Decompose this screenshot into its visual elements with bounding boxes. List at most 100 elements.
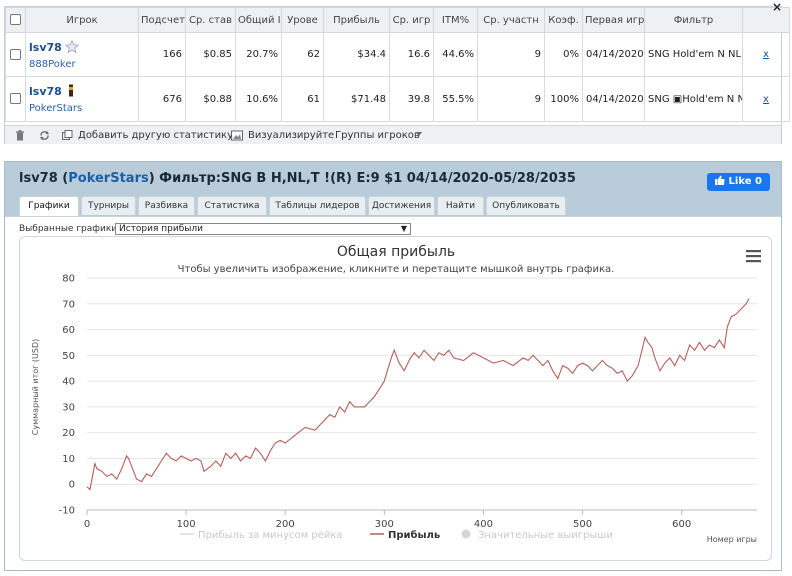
y-tick-label: 70	[62, 299, 75, 310]
row-checkbox[interactable]	[5, 32, 26, 77]
col-avg-stake[interactable]: Ср. став	[185, 7, 236, 33]
tab-leaderboards[interactable]: Таблицы лидеров	[269, 196, 366, 215]
tab-tournaments[interactable]: Турниры	[81, 196, 136, 215]
site-name-link[interactable]: 888Poker	[29, 58, 76, 70]
profit-chart[interactable]: Общая прибыль Чтобы увеличить изображени…	[19, 236, 772, 561]
title-filter: ) Фильтр:SNG B H,NL,T !(R) E:9 $1 04/14/…	[148, 171, 576, 186]
col-level[interactable]: Урове	[281, 7, 324, 33]
chevron-down-icon: ▼	[400, 224, 407, 233]
close-icon[interactable]: ×	[772, 0, 783, 14]
x-tick-label: 100	[177, 519, 196, 530]
player-name-link[interactable]: lsv78	[29, 85, 62, 98]
y-axis-label: Суммарный итог (USD)	[31, 339, 40, 436]
col-filter[interactable]: Фильтр	[644, 7, 743, 33]
pokerstars-icon	[65, 84, 77, 100]
y-tick-label: 20	[62, 428, 75, 439]
title-site-link[interactable]: PokerStars	[68, 171, 149, 186]
tab-statistics[interactable]: Статистика	[197, 196, 267, 215]
ratio-cell: 0%	[544, 32, 583, 77]
tab-achievements[interactable]: Достижения	[368, 196, 435, 215]
first-game-cell: 04/14/2020	[582, 32, 645, 77]
col-avg-entrants[interactable]: Ср. участн	[477, 7, 545, 33]
chart-select-value: История прибыли	[119, 224, 203, 234]
refresh-icon[interactable]	[39, 130, 50, 144]
count-cell: 166	[138, 32, 186, 77]
add-stats-icon[interactable]	[62, 130, 73, 144]
graph-panel: lsv78 (PokerStars) Фильтр:SNG B H,NL,T !…	[4, 161, 782, 571]
filter-cell: SNG ▣Hold'em N NL ▣ !(▣) 9 Игроки $1 04/…	[644, 76, 743, 122]
site-name-link[interactable]: PokerStars	[29, 103, 83, 114]
total-roi-cell: 20.7%	[235, 32, 282, 77]
profit-series-line	[86, 298, 750, 491]
first-game-cell: 04/14/2020	[582, 76, 645, 122]
profit-cell: $34.4	[323, 32, 390, 77]
remove-label[interactable]: x	[763, 93, 769, 105]
chevron-down-icon[interactable]	[415, 130, 423, 141]
tab-bar: Графики Турниры Разбивка Статистика Табл…	[5, 196, 781, 217]
chart-svg[interactable]: Общая прибыль Чтобы увеличить изображени…	[20, 237, 771, 560]
star-icon[interactable]	[64, 39, 80, 56]
y-tick-label: 50	[62, 351, 75, 362]
total-roi-cell: 10.6%	[235, 76, 282, 122]
chart-select[interactable]: История прибыли ▼	[115, 223, 411, 235]
tab-divider	[5, 216, 781, 217]
itm-cell: 55.5%	[433, 76, 478, 122]
avg-entrants-cell: 9	[477, 32, 545, 77]
table-row: lsv78 888Poker 166 $0.85 20.7% 62 $34.4 …	[5, 32, 790, 77]
player-cell: lsv78 PokerStars	[25, 76, 139, 122]
y-tick-label: 30	[62, 402, 75, 413]
ratio-cell: 100%	[544, 76, 583, 122]
legend-item[interactable]: Значительные выигрыши	[478, 530, 613, 541]
col-remove	[742, 7, 790, 33]
tab-breakdown[interactable]: Разбивка	[138, 196, 195, 215]
stats-toolbar: Добавить другую статистику Визуализируйт…	[5, 125, 781, 144]
col-ratio[interactable]: Коэф.	[544, 7, 583, 33]
profit-cell: $71.48	[323, 76, 390, 122]
tab-find[interactable]: Найти	[437, 196, 484, 215]
stats-table: Игрок Подсчет Ср. став Общий I Урове При…	[5, 7, 790, 122]
stats-header-row: Игрок Подсчет Ср. став Общий I Урове При…	[5, 7, 790, 33]
remove-label[interactable]: x	[763, 49, 769, 60]
hamburger-menu-icon[interactable]	[746, 250, 761, 263]
select-all-checkbox[interactable]	[5, 7, 26, 33]
chart-legend: Прибыль за минусом рейка Прибыль Значитель…	[180, 529, 613, 541]
y-tick-label: 80	[62, 274, 75, 285]
panel-header: lsv78 (PokerStars) Фильтр:SNG B H,NL,T !…	[5, 162, 781, 196]
itm-cell: 44.6%	[433, 32, 478, 77]
level-cell: 62	[281, 32, 324, 77]
legend-item[interactable]: Прибыль	[388, 529, 440, 541]
col-player[interactable]: Игрок	[25, 7, 139, 33]
col-count[interactable]: Подсчет	[138, 7, 186, 33]
tab-graphs[interactable]: Графики	[19, 196, 79, 217]
add-stats-button[interactable]: Добавить другую статистику	[78, 130, 234, 141]
player-name-link[interactable]: lsv78	[29, 40, 62, 54]
remove-row-link[interactable]: x	[742, 32, 790, 77]
col-avg-games[interactable]: Ср. игр	[389, 7, 434, 33]
y-tick-label: 40	[62, 377, 75, 388]
title-player: lsv78	[19, 171, 58, 186]
count-cell: 676	[138, 76, 186, 122]
row-checkbox[interactable]	[5, 76, 26, 122]
player-groups-button[interactable]: Группы игроков	[335, 130, 420, 141]
col-profit[interactable]: Прибыль	[323, 7, 390, 33]
legend-item[interactable]: Прибыль за минусом рейка	[198, 530, 343, 541]
tab-publish[interactable]: Опубликовать	[486, 196, 566, 215]
facebook-icon	[715, 175, 728, 187]
y-tick-label: -10	[59, 506, 75, 517]
col-first-game[interactable]: Первая игр	[582, 7, 645, 33]
player-cell: lsv78 888Poker	[25, 32, 139, 77]
col-itm[interactable]: ITM%	[433, 7, 478, 33]
x-tick-label: 600	[672, 519, 691, 530]
level-cell: 61	[281, 76, 324, 122]
trash-icon[interactable]	[15, 130, 25, 144]
visualize-button[interactable]: Визуализируйте	[248, 130, 335, 141]
visualize-icon[interactable]	[231, 130, 243, 144]
remove-row-link[interactable]: x	[742, 76, 790, 122]
title-open: (	[57, 171, 69, 186]
chart-subtitle: Чтобы увеличить изображение, кликните и …	[178, 264, 615, 275]
y-tick-label: 60	[62, 325, 75, 336]
col-total-roi[interactable]: Общий I	[235, 7, 282, 33]
avg-games-cell: 39.8	[389, 76, 434, 122]
facebook-like-button[interactable]: Like 0	[707, 173, 770, 191]
x-tick-label: 200	[276, 519, 295, 530]
